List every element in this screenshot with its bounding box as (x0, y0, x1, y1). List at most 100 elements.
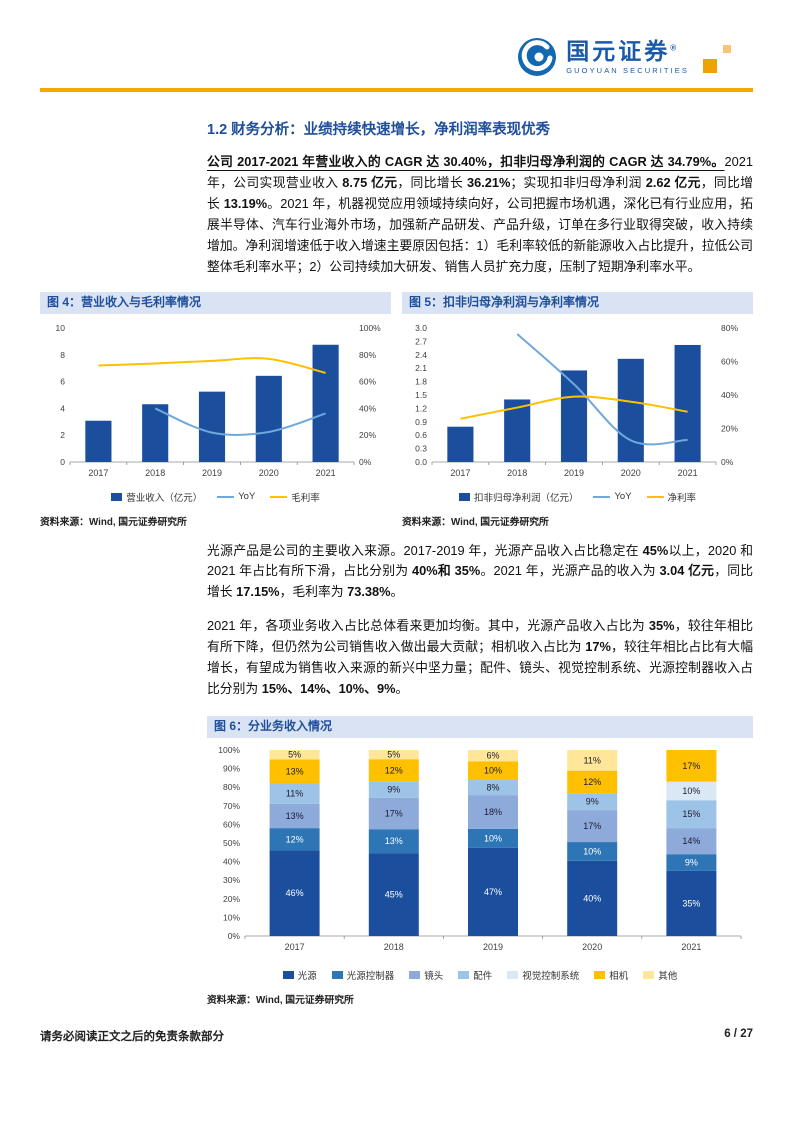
chart-label: 12% (385, 765, 403, 775)
chart-label: 14% (682, 836, 700, 846)
line-series (460, 395, 688, 420)
stacked-segment (269, 759, 320, 784)
chart-label: 17% (583, 821, 601, 831)
brand-name-en: GUOYUAN SECURITIES (566, 66, 689, 76)
stacked-segment (567, 860, 618, 936)
text-run: ，较往年相比有所下降，但仍然为公司销售收入做出最大贡献；相机收入占比为 (207, 618, 753, 655)
bar (198, 391, 226, 462)
stacked-segment (666, 854, 717, 871)
text-run: ，较往年相比占比有大幅增长，有望成为销售收入来源的新兴中坚力量；配件、镜头、视觉… (207, 639, 753, 697)
page-header: 国元证券® GUOYUAN SECURITIES (0, 0, 793, 84)
legend-item: 光源控制器 (331, 968, 394, 982)
figure-5-legend: 扣非归母净利润（亿元） YoY 净利率 (402, 490, 753, 504)
bar (142, 403, 169, 462)
legend-swatch (409, 970, 421, 979)
chart-label: 6 (60, 376, 65, 386)
text-run: 73.38% (347, 584, 391, 600)
chart-label: 2017 (88, 468, 108, 478)
chart-label: 60% (223, 819, 240, 829)
stacked-segment (368, 829, 419, 854)
figure-6-chart: 0% 10% 20% 30% 40% 50% 60% 70% 80% 90% 100% 2017 201… (218, 745, 742, 952)
chart-label: 13% (286, 811, 304, 821)
chart-label: 2017 (450, 468, 470, 478)
chart-label: 47% (484, 887, 502, 897)
figure-5-chart: 0.0 0.3 0.6 0.9 1.2 1.5 1.8 2.1 2.4 2.7 3.0 0% 20% 40… (415, 323, 738, 478)
bar (255, 375, 282, 462)
chart-label: 2017 (285, 942, 305, 952)
bar (85, 420, 112, 462)
text-run: ，同比增长 (207, 174, 754, 211)
accent-square-small (723, 45, 731, 53)
legend-item: 镜头 (409, 968, 443, 982)
text-run: 3.04 亿元 (659, 563, 715, 579)
chart-label: 10% (223, 912, 240, 922)
figure-5: 图 5：扣非归母净利润与净利率情况 0.0 0.3 0.6 0.9 1.2 1.5 1.8 2… (402, 291, 753, 528)
stacked-segment (368, 759, 419, 782)
text-run: 2021 年，公司实现营业收入 (207, 154, 753, 190)
text-run: 15%、14%、10%、9% (261, 681, 396, 697)
chart-label: 2 (60, 430, 65, 440)
figure-5-source: 资料来源：Wind, 国元证券研究所 (402, 516, 549, 528)
figure-4-legend: 营业收入（亿元） YoY 毛利率 (40, 490, 391, 504)
text-run: 13.19% (223, 195, 268, 211)
chart-label: 30% (223, 875, 240, 885)
chart-label: 2018 (507, 468, 527, 478)
chart-label: 6% (486, 751, 499, 761)
chart-label: 18% (484, 807, 502, 817)
stacked-segment (368, 781, 419, 798)
chart-label: 45% (385, 890, 403, 900)
chart-label: 40% (223, 857, 240, 867)
stacked-segment (468, 761, 518, 781)
chart-label: 2021 (681, 942, 701, 952)
chart-label: 0% (228, 931, 241, 941)
stacked-segment (666, 870, 717, 936)
chart-label: 2020 (582, 942, 602, 952)
chart-label: 0% (359, 457, 372, 467)
text-run: 17% (585, 639, 611, 655)
legend-swatch (270, 495, 288, 498)
chart-label: 70% (223, 801, 240, 811)
legend-swatch (111, 492, 123, 501)
figure-4: 图 4：营业收入与毛利率情况 0 2 4 6 8 10 0% 20% 40% 60% 80% 100%… (40, 291, 391, 528)
legend-swatch (458, 492, 470, 501)
chart-label: 2019 (202, 468, 222, 478)
chart-label: 10 (56, 323, 66, 333)
stacked-segment (468, 795, 518, 829)
figure-row: 图 4：营业收入与毛利率情况 0 2 4 6 8 10 0% 20% 40% 60% 80% 100%… (40, 291, 753, 528)
chart-label: 10% (583, 846, 601, 856)
line-series (516, 332, 688, 445)
chart-label: 2.4 (415, 349, 427, 359)
stacked-segment (468, 780, 518, 796)
legend-label: 镜头 (424, 970, 444, 982)
stacked-segment (269, 783, 320, 804)
figure-4-title: 图 4：营业收入与毛利率情况 (40, 291, 391, 314)
chart-label: 0.6 (415, 430, 427, 440)
stacked-segment (468, 828, 518, 848)
legend-label: 相机 (609, 970, 629, 982)
bar (674, 344, 701, 462)
figure-6: 图 6：分业务收入情况 0% 10% 20% 30% 40% 50% 60% 70% 80% 90… (207, 716, 753, 1006)
guoyuan-logo-icon (518, 38, 557, 76)
figure-6-legend: 光源 光源控制器 镜头 配件 视觉控制系统 相机 其他 (207, 968, 753, 982)
chart-label: 8% (486, 783, 499, 793)
chart-label: 11% (286, 789, 303, 799)
chart-label: 11% (584, 755, 601, 765)
chart-label: 2019 (483, 942, 503, 952)
chart-label: 0% (721, 457, 734, 467)
chart-label: 1.2 (415, 403, 427, 413)
text-run: 17.15% (236, 584, 280, 600)
legend-item: 扣非归母净利润（亿元） (458, 490, 578, 504)
stacked-segment (368, 797, 419, 830)
footer-disclaimer: 请务必阅读正文之后的免责条款部分 (40, 1031, 224, 1043)
stacked-segment (368, 749, 419, 760)
body-paragraph-2: 光源产品是公司的主要收入来源。2017-2019 年，光源产品收入占比稳定在 4… (207, 541, 753, 604)
page: 国元证券® GUOYUAN SECURITIES 1.2 财务分析：业绩持续快速… (0, 0, 793, 1043)
chart-label: 5% (387, 750, 400, 760)
chart-label: 12% (286, 834, 304, 844)
chart-label: 80% (223, 782, 240, 792)
text-run: 。 (390, 584, 404, 600)
chart-label: 46% (286, 888, 304, 898)
text-run: ，同比增长 (207, 563, 753, 600)
text-run: ；实现扣非归母净利润 (510, 174, 646, 190)
line-series (98, 356, 326, 374)
